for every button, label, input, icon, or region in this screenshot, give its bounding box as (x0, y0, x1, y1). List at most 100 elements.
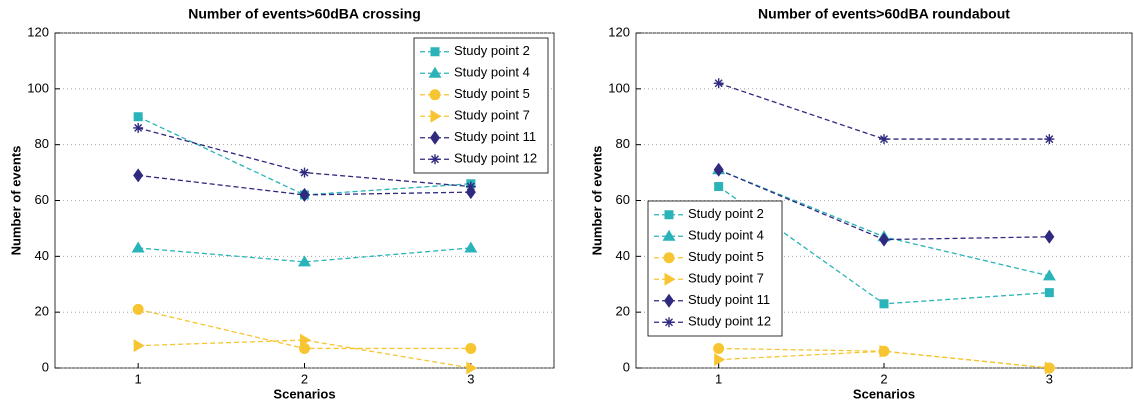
series-line (718, 82, 1050, 140)
marker-shape (464, 241, 478, 253)
y-tick-label: 100 (608, 80, 630, 95)
marker-shape (664, 272, 676, 286)
marker (879, 232, 889, 247)
marker (664, 210, 674, 220)
marker-shape (1044, 229, 1055, 244)
legend-label: Study point 5 (688, 249, 764, 264)
y-tick-label: 20 (616, 304, 630, 319)
y-tick-label: 120 (608, 24, 630, 39)
marker (133, 122, 144, 133)
marker (1044, 229, 1055, 244)
x-tick-label: 3 (467, 371, 474, 386)
marker-shape (465, 342, 477, 354)
marker (1042, 269, 1056, 281)
x-tick-label: 2 (880, 371, 887, 386)
marker-shape (430, 109, 442, 123)
marker (879, 299, 889, 309)
marker-shape (133, 112, 143, 122)
legend-label: Study point 2 (454, 43, 530, 58)
marker (714, 182, 724, 192)
y-tick-label: 0 (42, 359, 49, 374)
marker-shape (1042, 269, 1056, 281)
legend-label: Study point 4 (688, 228, 764, 243)
marker-shape (132, 303, 144, 315)
marker-shape (133, 339, 145, 353)
marker (299, 187, 310, 202)
marker-shape (300, 333, 311, 347)
legend-label: Study point 4 (454, 65, 530, 80)
marker (664, 293, 674, 308)
marker (713, 162, 724, 177)
marker (466, 361, 478, 375)
legend-box (647, 200, 783, 337)
marker-shape (429, 89, 441, 101)
marker (879, 134, 889, 145)
marker-shape (134, 123, 143, 132)
marker-shape (431, 155, 439, 164)
marker-shape (1044, 288, 1054, 298)
marker-shape (879, 299, 889, 309)
marker (464, 241, 478, 253)
y-tick-label: 20 (35, 304, 49, 319)
legend-label: Study point 11 (454, 129, 536, 144)
legend-label: Study point 12 (688, 314, 771, 329)
marker-shape (466, 361, 478, 375)
marker-shape (430, 47, 440, 57)
y-tick-label: 80 (35, 136, 49, 151)
marker-shape (664, 293, 674, 308)
legend-box (413, 37, 549, 174)
x-axis-label: Scenarios (853, 386, 915, 401)
marker (429, 89, 441, 101)
marker (299, 342, 310, 354)
marker-shape (298, 255, 311, 267)
marker (132, 303, 144, 315)
marker-shape (430, 130, 440, 145)
x-axis-label: Scenarios (273, 386, 335, 401)
marker (465, 181, 476, 192)
y-tick-label: 60 (616, 192, 630, 207)
legend-label: Study point 12 (454, 151, 537, 166)
marker (1044, 288, 1054, 298)
marker-shape (664, 210, 674, 220)
legend: Study point 2 Study point 4 Study point 5 S… (413, 37, 549, 174)
marker (664, 317, 674, 328)
marker-shape (1044, 361, 1056, 375)
legend-label: Study point 7 (688, 271, 764, 286)
y-tick-label: 60 (35, 192, 49, 207)
y-axis-label: Number of events (8, 146, 23, 256)
marker-shape (879, 344, 891, 358)
y-tick-label: 80 (616, 136, 630, 151)
marker (133, 112, 143, 122)
marker (465, 342, 477, 354)
marker-shape (663, 252, 675, 264)
marker-shape (1045, 135, 1054, 144)
marker (1044, 134, 1055, 145)
marker (131, 241, 145, 253)
legend-label: Study point 5 (454, 86, 530, 101)
marker-shape (662, 229, 676, 241)
chart-title: Number of events>60dBA crossing (188, 6, 421, 22)
y-tick-label: 0 (623, 359, 630, 374)
marker (879, 344, 891, 358)
marker (713, 342, 725, 354)
marker (430, 130, 440, 145)
marker-shape (665, 318, 673, 327)
marker-shape (880, 135, 888, 144)
marker (299, 167, 310, 178)
marker (713, 78, 724, 89)
marker-shape (300, 168, 309, 177)
marker (663, 252, 675, 264)
marker (664, 272, 676, 286)
marker (428, 66, 442, 78)
marker (133, 339, 145, 353)
x-tick-label: 1 (135, 371, 142, 386)
marker-shape (299, 187, 310, 202)
y-tick-label: 100 (27, 80, 49, 95)
marker-shape (879, 232, 889, 247)
y-tick-label: 120 (27, 24, 49, 39)
marker (300, 333, 311, 347)
legend-label: Study point 7 (454, 108, 530, 123)
marker-shape (131, 241, 145, 253)
marker-shape (299, 342, 310, 354)
